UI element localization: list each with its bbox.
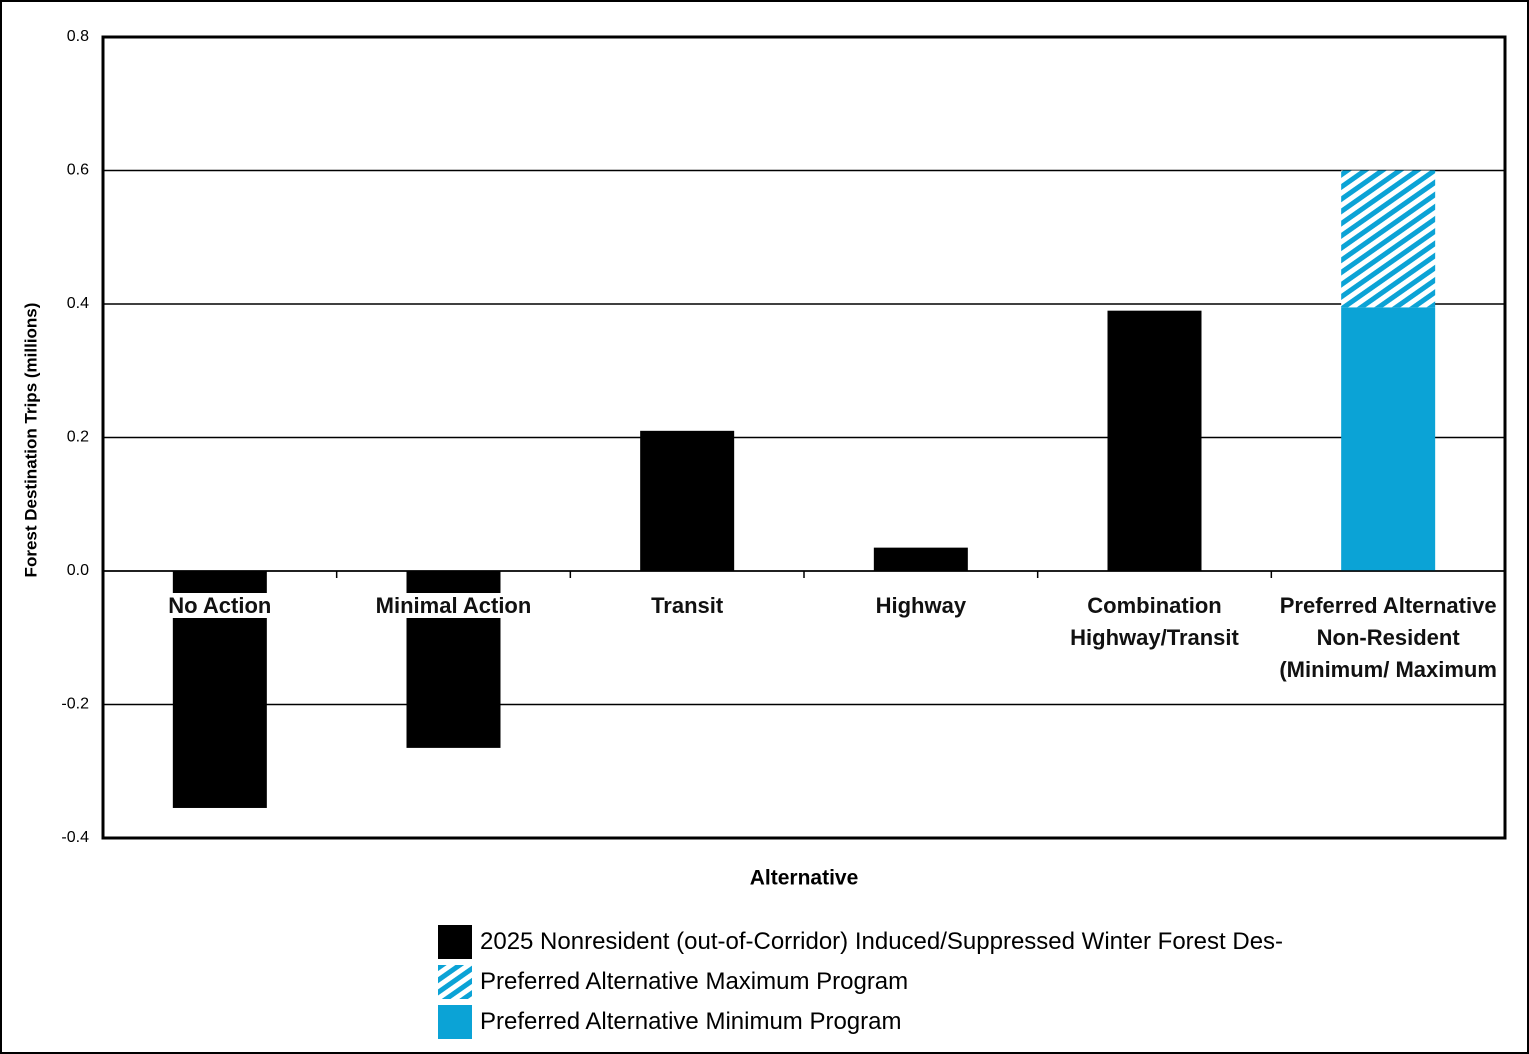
legend-swatch-fill bbox=[438, 925, 472, 959]
plot-frame bbox=[101, 35, 1507, 840]
x-tick-text: Highway bbox=[875, 593, 967, 618]
y-tick-label: 0.0 bbox=[67, 562, 89, 579]
bar bbox=[873, 547, 968, 571]
legend-item: 2025 Nonresident (out-of-Corridor) Induc… bbox=[438, 925, 1283, 959]
x-tick-text: No Action bbox=[168, 593, 272, 618]
legend-swatch bbox=[438, 1005, 472, 1039]
x-tick-label: Combination Highway/Transit bbox=[1045, 590, 1265, 654]
y-tick-label: 0.4 bbox=[67, 295, 89, 312]
x-tick-text: Transit bbox=[651, 593, 724, 618]
bar bbox=[1107, 310, 1202, 571]
y-tick-label: 0.8 bbox=[67, 28, 89, 45]
y-tick-label: -0.2 bbox=[61, 696, 89, 713]
bar bbox=[640, 430, 735, 571]
legend-label: Preferred Alternative Maximum Program bbox=[480, 968, 909, 995]
bar bbox=[1341, 170, 1436, 308]
x-tick-text: Preferred Alternative Non-Resident (Mini… bbox=[1279, 593, 1497, 682]
x-tick-label: Highway bbox=[811, 590, 1031, 622]
x-tick-label: No Action bbox=[110, 590, 330, 622]
x-tick-text: Combination Highway/Transit bbox=[1070, 593, 1239, 650]
x-tick-text: Minimal Action bbox=[375, 593, 532, 618]
x-tick-label: Minimal Action bbox=[344, 590, 564, 622]
x-axis-label: Alternative bbox=[750, 867, 859, 890]
y-tick-label: 0.2 bbox=[67, 429, 89, 446]
x-tick-label: Preferred Alternative Non-Resident (Mini… bbox=[1278, 590, 1498, 686]
legend-item: Preferred Alternative Maximum Program bbox=[438, 965, 908, 999]
y-axis-label: Forest Destination Trips (millions) bbox=[21, 303, 40, 578]
legend-swatch bbox=[438, 925, 472, 959]
x-tick-label: Transit bbox=[577, 590, 797, 622]
legend-swatch bbox=[438, 965, 472, 999]
y-tick-label: 0.6 bbox=[67, 162, 89, 179]
legend-label: 2025 Nonresident (out-of-Corridor) Induc… bbox=[480, 928, 1284, 955]
legend-label: Preferred Alternative Minimum Program bbox=[480, 1008, 902, 1035]
legend-item: Preferred Alternative Minimum Program bbox=[438, 1005, 901, 1039]
legend-swatch-fill bbox=[438, 1005, 472, 1039]
y-tick-label: -0.4 bbox=[61, 829, 89, 846]
bar bbox=[1341, 307, 1436, 571]
legend-swatch-fill bbox=[438, 965, 472, 999]
